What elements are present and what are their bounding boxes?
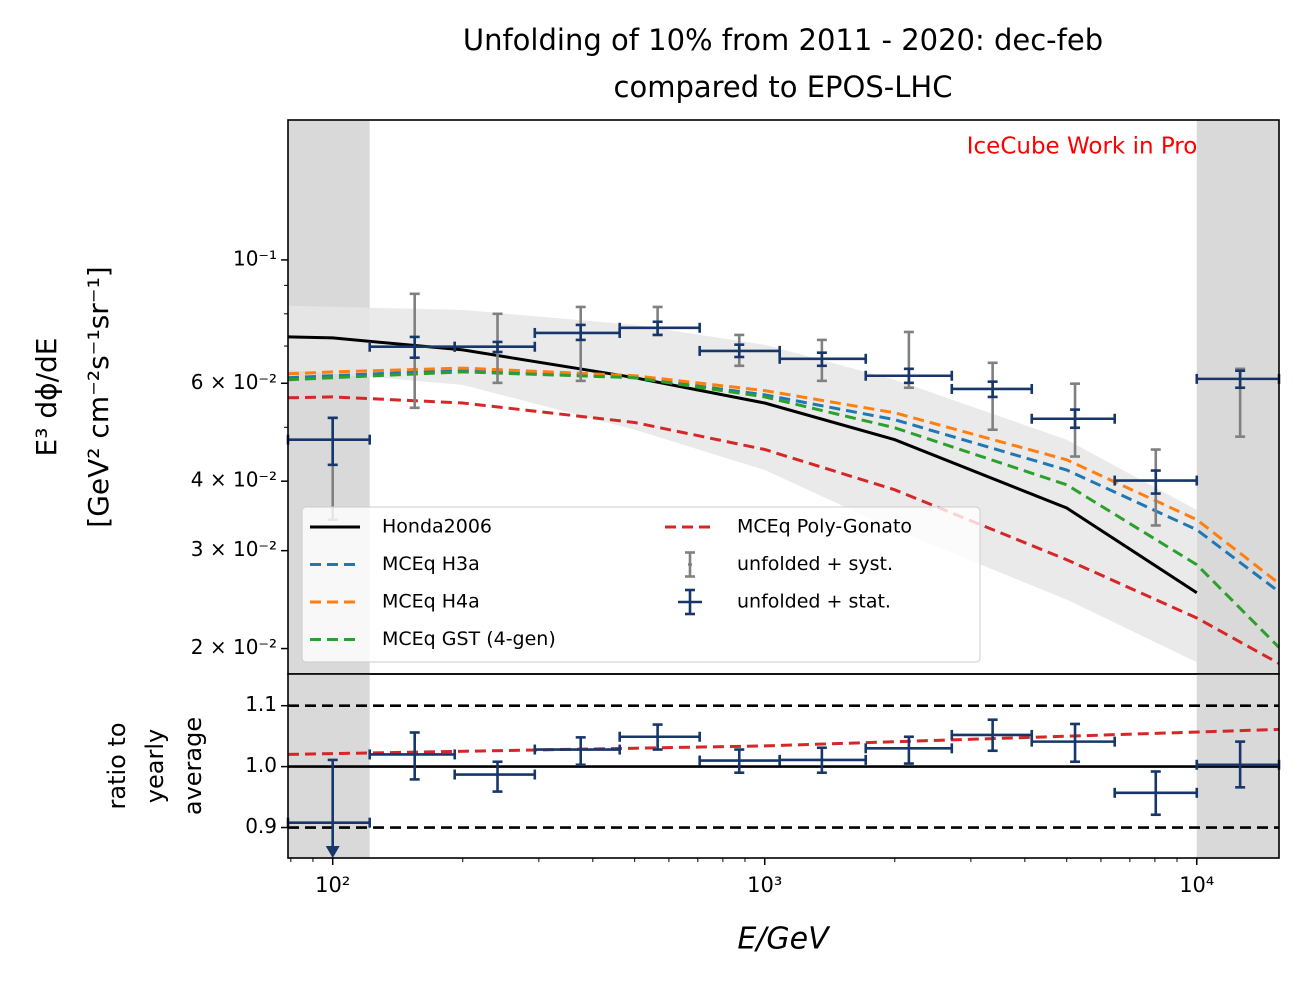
x-tick-label: 10² — [315, 873, 350, 897]
legend-label: MCEq GST (4-gen) — [382, 628, 556, 650]
chart-title: compared to EPOS-LHC — [614, 70, 953, 104]
line-series — [287, 395, 1280, 665]
shaded-region — [1196, 120, 1279, 674]
x-axis-label: E/GeV — [737, 922, 831, 957]
y-tick-label: 10⁻¹ — [233, 246, 277, 270]
legend-label: MCEq H3a — [382, 553, 480, 575]
y-tick-label: 4 × 10⁻² — [191, 468, 277, 492]
plot-frame — [287, 673, 1280, 859]
y-tick-label: 0.9 — [245, 814, 277, 838]
y-tick-label: 1.0 — [245, 753, 277, 777]
y-tick-label: 3 × 10⁻² — [191, 537, 277, 561]
legend-box — [301, 506, 981, 663]
y-axis-label: yearly — [141, 729, 169, 803]
y-tick-label: 2 × 10⁻² — [191, 635, 277, 659]
legend-label: unfolded + stat. — [737, 591, 891, 613]
legend-label: unfolded + syst. — [737, 553, 893, 575]
chart-title: Unfolding of 10% from 2011 - 2020: dec-f… — [463, 23, 1103, 57]
x-tick-label: 10³ — [747, 873, 782, 897]
legend-label: MCEq Poly-Gonato — [737, 516, 912, 538]
y-axis-label: [GeV² cm⁻²s⁻¹sr⁻¹] — [82, 266, 115, 527]
limit-arrow-head — [325, 846, 340, 858]
y-tick-label: 1.1 — [245, 692, 277, 716]
x-tick-label: 10⁴ — [1179, 873, 1214, 897]
y-axis-label: E³ dϕ/dE — [30, 338, 63, 457]
y-axis-label: ratio to — [103, 722, 131, 809]
line-series — [287, 368, 1280, 593]
y-tick-label: 6 × 10⁻² — [191, 370, 277, 394]
legend-label: Honda2006 — [382, 516, 492, 538]
line-series — [287, 366, 1280, 585]
uncertainty-band — [288, 305, 1197, 663]
legend-label: MCEq H4a — [382, 591, 480, 613]
y-axis-label: average — [179, 717, 207, 815]
line-series — [287, 370, 1281, 649]
line-series — [287, 335, 1198, 594]
line-series — [287, 727, 1280, 756]
